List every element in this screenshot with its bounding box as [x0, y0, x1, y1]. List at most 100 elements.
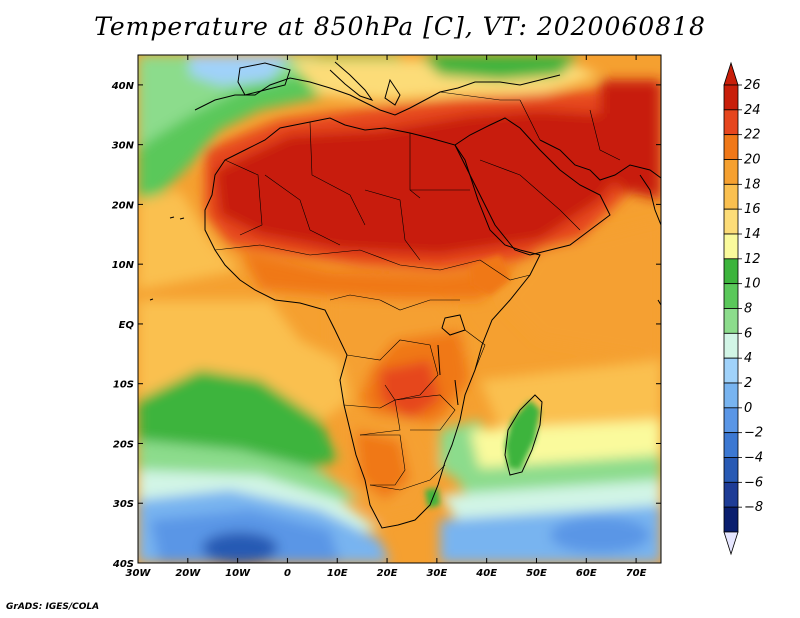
colorbar-label: 24	[744, 103, 761, 118]
colorbar-bottom-arrow	[723, 531, 739, 556]
colorbar-label: 0	[744, 401, 752, 416]
border-southafrica	[369, 464, 446, 491]
colorbar-label: 14	[744, 227, 761, 242]
colorbar-swatch	[723, 506, 739, 533]
field-india-hot	[600, 80, 661, 200]
lon-tick-label: 50E	[526, 568, 547, 579]
coastline-arabia	[454, 117, 611, 256]
coastline-africa	[204, 117, 541, 529]
border-saudi	[479, 159, 581, 231]
lon-tick-label: 30E	[426, 568, 447, 579]
lat-tick-label: 40S	[112, 559, 134, 570]
border-iran-afghan	[589, 109, 621, 161]
coastline-italy	[329, 61, 374, 101]
colorbar-label: −6	[744, 475, 763, 490]
lon-tick-label: 20E	[377, 568, 398, 579]
colorbar-swatch	[723, 183, 739, 210]
colorbar-swatch	[723, 432, 739, 458]
colorbar-label: 20	[744, 153, 761, 168]
field-north-cool	[138, 55, 320, 150]
lon-tick-label: 60E	[576, 568, 597, 579]
border-algeria-libya	[309, 121, 366, 226]
colorbar-swatch	[723, 84, 739, 111]
border-central-1	[329, 294, 460, 311]
lat-tick-label: 30N	[112, 141, 135, 152]
lake-tanganyika	[437, 344, 441, 376]
colorbar-swatch	[723, 407, 739, 434]
border-sahel	[214, 244, 481, 271]
coastline-greece	[384, 78, 401, 106]
colorbar-swatch	[723, 258, 739, 285]
border-drc	[346, 339, 439, 401]
lat-tick-label: EQ	[119, 320, 135, 331]
lon-tick-label: 40E	[475, 568, 497, 579]
colorbar-swatch	[723, 134, 739, 160]
field-namibia-hot	[355, 430, 410, 500]
colorbar-swatch	[723, 457, 739, 483]
colorbar-swatch	[723, 233, 739, 260]
colorbar-label: −8	[744, 500, 763, 515]
field-madagascar	[505, 400, 540, 470]
lon-tick-label: 30W	[126, 568, 152, 579]
colorbar-label: 18	[744, 177, 761, 192]
lat-tick-label: 30S	[113, 499, 134, 510]
colorbar-label: 10	[744, 277, 761, 292]
colorbar-top-arrow	[723, 61, 739, 86]
field-sahel-orange	[240, 250, 520, 300]
colorbar-label: 26	[744, 78, 761, 93]
colorbar-swatch	[723, 109, 739, 136]
field-zambia-hot	[380, 360, 440, 420]
border-ethiopia-somalia	[479, 259, 531, 281]
lon-tick-label: 70E	[626, 568, 647, 579]
colorbar-swatch	[723, 357, 739, 384]
field-indian-deep	[550, 517, 650, 553]
footer-credit: GrADS: IGES/COLA	[6, 602, 100, 612]
lon-tick-label: 20W	[175, 568, 201, 579]
field-cold-core	[202, 532, 278, 563]
coastline-india-west	[639, 174, 661, 226]
field-atlantic-yellow	[138, 190, 240, 290]
lon-tick-label: 0	[284, 568, 291, 579]
field-turkey-green	[420, 55, 580, 80]
border-iran-iraq	[519, 99, 541, 141]
colorbar-swatch	[723, 382, 739, 409]
border-mali-niger	[264, 174, 341, 246]
colorbar-label: 22	[744, 128, 761, 143]
latitude-ticks: 40N 30N 20N 10N EQ 10S 20S 30S 40S	[111, 81, 661, 570]
border-mauritania	[224, 159, 263, 236]
coastline-canaries	[149, 216, 185, 301]
temperature-field	[138, 55, 661, 563]
lake-malawi	[454, 379, 459, 406]
colorbar-swatch	[723, 283, 739, 309]
coastline-madagascar	[504, 394, 543, 476]
border-chad-sudan	[364, 189, 421, 261]
border-zambia	[394, 394, 456, 431]
map-title: Temperature at 850hPa [C], VT: 202006081…	[94, 12, 706, 41]
country-borders	[214, 91, 621, 491]
lat-tick-label: 10S	[113, 380, 134, 391]
lon-tick-label: 10W	[225, 568, 251, 579]
colorbar-swatch	[723, 159, 739, 185]
lat-tick-label: 20S	[113, 439, 134, 450]
colorbar-swatch	[723, 208, 739, 235]
colorbar-swatch	[723, 308, 739, 334]
lat-tick-label: 10N	[112, 260, 135, 271]
field-ethiopia	[470, 255, 510, 295]
colorbar-label: 4	[744, 351, 752, 366]
colorbar-swatch	[723, 481, 739, 508]
colorbar-label: 16	[744, 202, 761, 217]
lon-tick-label: 10E	[327, 568, 348, 579]
border-turkey	[439, 91, 520, 101]
lat-tick-label: 20N	[112, 200, 135, 211]
colorbar-label: 2	[744, 376, 752, 391]
colorbar-label: 12	[744, 252, 761, 267]
longitude-ticks: 30W 20W 10W 0 10E 20E 30E 40E 50E 60E 70E	[126, 55, 647, 579]
colorbar-label: 8	[744, 302, 752, 317]
lat-tick-label: 40N	[111, 81, 135, 92]
colorbar-label: −4	[744, 451, 763, 466]
coastline-persian-gulf	[539, 139, 661, 181]
coastlines	[149, 61, 661, 529]
colorbar-swatch	[723, 332, 739, 359]
